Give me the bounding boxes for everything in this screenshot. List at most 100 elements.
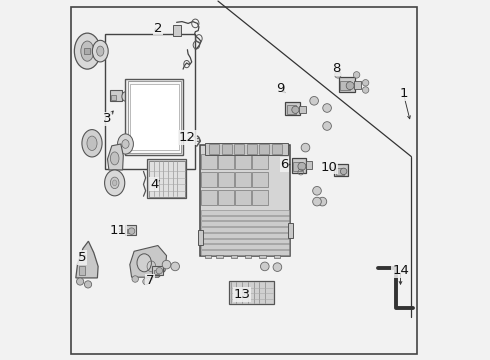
Bar: [272, 144, 282, 154]
Bar: [216, 255, 222, 258]
Bar: [231, 255, 237, 258]
Ellipse shape: [171, 262, 179, 271]
Bar: [110, 90, 122, 101]
Bar: [221, 144, 232, 154]
Ellipse shape: [128, 228, 135, 234]
Bar: [229, 281, 274, 304]
Bar: [173, 25, 181, 36]
Ellipse shape: [113, 180, 117, 186]
Bar: [205, 143, 288, 155]
Bar: [234, 144, 245, 154]
Bar: [299, 106, 306, 113]
Ellipse shape: [363, 87, 369, 93]
Ellipse shape: [74, 33, 100, 69]
Bar: [259, 255, 266, 258]
Text: 6: 6: [280, 158, 289, 171]
Bar: [252, 190, 268, 205]
Bar: [130, 84, 179, 150]
Ellipse shape: [335, 72, 341, 78]
Ellipse shape: [318, 197, 327, 206]
Ellipse shape: [82, 130, 102, 157]
Bar: [235, 172, 251, 187]
Ellipse shape: [341, 168, 347, 175]
Bar: [235, 190, 251, 205]
Text: 8: 8: [333, 62, 341, 75]
Ellipse shape: [122, 92, 129, 101]
Ellipse shape: [110, 152, 119, 165]
Ellipse shape: [323, 122, 331, 130]
Bar: [201, 233, 289, 238]
Bar: [201, 216, 289, 220]
Bar: [245, 255, 251, 258]
Polygon shape: [76, 241, 98, 278]
Bar: [287, 105, 296, 114]
Bar: [200, 145, 290, 256]
Text: 10: 10: [321, 161, 338, 174]
Ellipse shape: [346, 82, 354, 90]
Bar: [340, 81, 350, 90]
Bar: [127, 229, 132, 233]
Bar: [195, 138, 199, 141]
Ellipse shape: [84, 281, 92, 288]
Ellipse shape: [87, 136, 97, 150]
Ellipse shape: [81, 41, 94, 61]
Bar: [147, 159, 186, 198]
Ellipse shape: [323, 104, 331, 112]
Bar: [201, 221, 289, 226]
Text: 4: 4: [150, 178, 158, 191]
Bar: [84, 48, 90, 54]
Text: 9: 9: [276, 82, 285, 95]
Bar: [79, 266, 85, 275]
Ellipse shape: [137, 254, 151, 272]
Ellipse shape: [92, 40, 108, 62]
Bar: [209, 144, 219, 154]
Bar: [339, 77, 355, 92]
Bar: [201, 210, 289, 215]
Text: 7: 7: [146, 274, 154, 287]
Ellipse shape: [310, 96, 318, 105]
Ellipse shape: [104, 170, 125, 196]
Text: 13: 13: [234, 288, 250, 301]
Bar: [274, 255, 280, 258]
Bar: [104, 34, 195, 169]
Polygon shape: [107, 144, 123, 170]
Ellipse shape: [156, 267, 163, 274]
Bar: [125, 225, 136, 235]
Bar: [252, 154, 268, 169]
Polygon shape: [130, 246, 167, 277]
Text: 11: 11: [110, 224, 127, 237]
Bar: [198, 230, 202, 245]
Bar: [288, 223, 293, 238]
Ellipse shape: [110, 177, 119, 189]
Bar: [218, 154, 234, 169]
Ellipse shape: [143, 278, 149, 285]
Bar: [354, 81, 361, 89]
Ellipse shape: [97, 46, 104, 56]
Ellipse shape: [162, 260, 171, 269]
Bar: [306, 161, 312, 169]
Ellipse shape: [122, 140, 129, 148]
Bar: [153, 270, 159, 274]
Bar: [201, 250, 289, 255]
Bar: [259, 144, 270, 154]
Bar: [285, 102, 300, 115]
Bar: [148, 161, 185, 197]
Ellipse shape: [132, 276, 139, 282]
Ellipse shape: [261, 262, 269, 271]
Bar: [111, 95, 116, 100]
Bar: [125, 79, 183, 155]
Ellipse shape: [301, 143, 310, 152]
Bar: [292, 158, 306, 173]
Ellipse shape: [118, 134, 133, 154]
Bar: [235, 154, 251, 169]
Bar: [201, 244, 289, 249]
Bar: [336, 168, 343, 175]
Bar: [152, 266, 163, 275]
Ellipse shape: [313, 197, 321, 206]
Bar: [201, 190, 217, 205]
Text: 2: 2: [154, 22, 162, 35]
Bar: [205, 255, 211, 258]
Bar: [201, 227, 289, 232]
Ellipse shape: [298, 162, 306, 170]
Bar: [201, 154, 217, 169]
